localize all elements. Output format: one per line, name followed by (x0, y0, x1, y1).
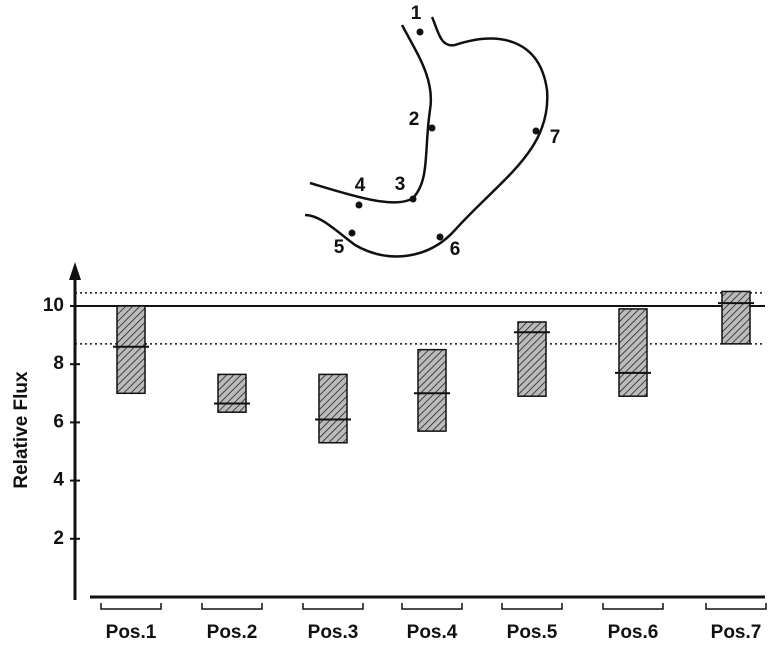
range-bar (218, 374, 246, 412)
category-bracket (402, 603, 462, 609)
diagram-point (349, 230, 356, 237)
y-tick-label: 6 (53, 411, 64, 432)
diagram-label: 6 (450, 239, 461, 260)
y-axis-arrow (69, 262, 81, 280)
x-tick-label: Pos.4 (407, 622, 458, 643)
stomach-diagram (305, 17, 547, 256)
y-tick-label: 4 (53, 470, 64, 491)
range-bar (619, 309, 647, 396)
x-tick-label: Pos.1 (106, 622, 157, 643)
x-tick-label: Pos.2 (207, 622, 258, 643)
range-bar (117, 306, 145, 393)
category-bracket (202, 603, 262, 609)
diagram-point (437, 234, 444, 241)
y-tick-label: 2 (53, 528, 64, 549)
category-bracket (603, 603, 663, 609)
x-tick-label: Pos.7 (711, 622, 762, 643)
diagram-point (410, 196, 417, 203)
diagram-label: 3 (395, 174, 406, 195)
diagram-label: 4 (355, 175, 366, 196)
category-bracket (101, 603, 161, 609)
diagram-label: 2 (409, 109, 420, 130)
diagram-label: 1 (411, 3, 422, 24)
x-tick-label: Pos.6 (608, 622, 659, 643)
category-bracket (502, 603, 562, 609)
x-tick-label: Pos.5 (507, 622, 558, 643)
category-bracket (303, 603, 363, 609)
diagram-point (356, 202, 363, 209)
diagram-point (417, 29, 424, 36)
category-bracket (706, 603, 766, 609)
range-bar (418, 350, 446, 431)
chart: Relative Flux 2 4 6 8 10 Pos.1 Pos.2 Pos.3 Pos.4… (0, 0, 776, 648)
diagram-label: 7 (550, 127, 561, 148)
y-tick-label: 10 (43, 295, 64, 316)
diagram-point (429, 125, 436, 132)
diagram-label: 5 (334, 237, 345, 258)
y-tick-label: 8 (53, 353, 64, 374)
range-bar (722, 291, 750, 343)
range-bar (319, 374, 347, 442)
diagram-point (533, 128, 540, 135)
y-axis-label: Relative Flux (11, 371, 32, 489)
x-tick-label: Pos.3 (308, 622, 359, 643)
